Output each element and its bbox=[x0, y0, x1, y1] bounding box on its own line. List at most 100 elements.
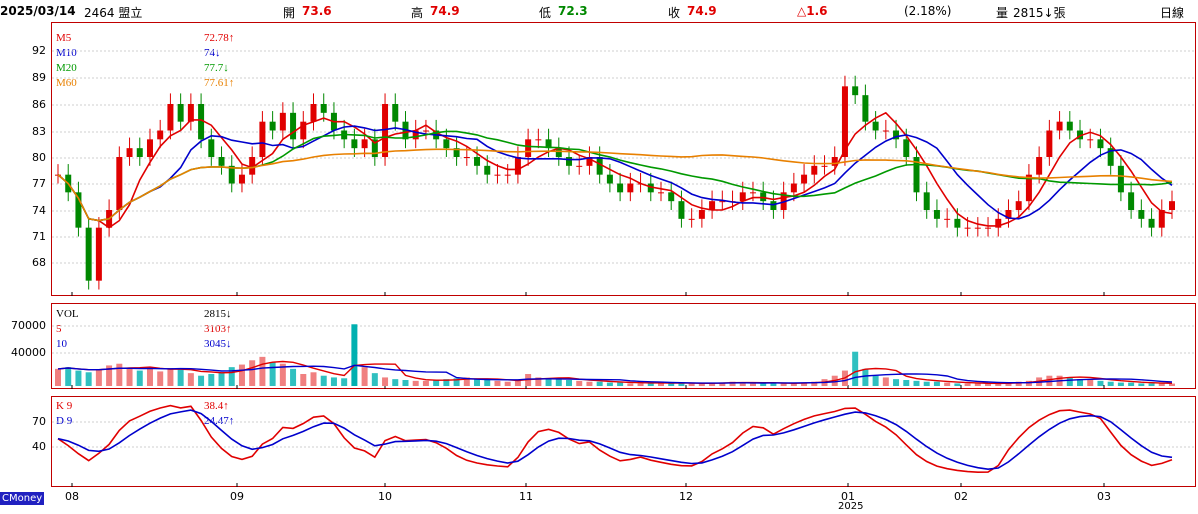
volume-bar bbox=[1066, 377, 1073, 386]
volume-bar bbox=[157, 371, 164, 386]
legend-label: M60 bbox=[56, 77, 77, 89]
volume-bar bbox=[882, 377, 889, 386]
volume-bar bbox=[85, 372, 92, 386]
volume-bar bbox=[1025, 380, 1032, 386]
candle-body bbox=[177, 104, 184, 122]
price-panel[interactable] bbox=[51, 22, 1196, 296]
close-value: 74.9 bbox=[687, 4, 717, 18]
candle-body bbox=[126, 148, 133, 157]
volume-bar bbox=[1087, 379, 1094, 386]
candle-body bbox=[964, 227, 971, 229]
month-label: 03 bbox=[1097, 490, 1111, 503]
candle-body bbox=[535, 139, 542, 141]
candle-body bbox=[903, 139, 910, 157]
candle-body bbox=[218, 157, 225, 166]
legend-value: 77.7↓ bbox=[204, 62, 229, 74]
volume-bar bbox=[586, 381, 593, 386]
candle-body bbox=[801, 174, 808, 184]
volume-bar bbox=[1169, 383, 1175, 386]
volume-bar bbox=[75, 370, 82, 386]
legend-row: D 9 24.47↑ bbox=[56, 415, 234, 427]
volume-panel[interactable] bbox=[51, 303, 1196, 389]
volume-bar bbox=[126, 368, 133, 386]
candle-body bbox=[494, 174, 501, 176]
candle-body bbox=[1087, 139, 1094, 141]
candle-body bbox=[1128, 192, 1135, 210]
candle-body bbox=[361, 139, 368, 149]
candle-body bbox=[85, 227, 92, 281]
candle-body bbox=[392, 104, 399, 122]
candle-body bbox=[187, 104, 194, 122]
candle-body bbox=[75, 192, 82, 228]
volume-bar bbox=[443, 379, 450, 386]
volume-bar bbox=[269, 362, 276, 386]
volume-bar bbox=[1005, 382, 1012, 386]
volume-bar bbox=[474, 379, 481, 386]
candle-body bbox=[525, 139, 532, 157]
candle-body bbox=[1015, 201, 1022, 210]
volume-bar bbox=[954, 383, 961, 386]
volume-bar bbox=[739, 382, 746, 386]
price-tick-label: 74 bbox=[32, 204, 46, 217]
price-tick-label: 80 bbox=[32, 151, 46, 164]
ma-line-m10 bbox=[57, 125, 1173, 222]
legend-value: 3045↓ bbox=[204, 338, 232, 350]
candle-body bbox=[1005, 210, 1012, 219]
volume-bar bbox=[678, 383, 685, 386]
period-selector[interactable]: 日線 bbox=[1160, 6, 1185, 20]
volume-bar bbox=[412, 380, 419, 386]
volume-bar bbox=[382, 377, 389, 386]
candle-body bbox=[545, 139, 552, 149]
candle-body bbox=[351, 139, 358, 149]
candle-body bbox=[974, 227, 981, 229]
volume-bar bbox=[249, 360, 256, 386]
volume-value: 2815↓張 bbox=[1013, 6, 1066, 20]
candle-body bbox=[841, 86, 848, 157]
legend-row: M5 72.78↑ bbox=[56, 32, 234, 44]
legend-label: VOL bbox=[56, 308, 79, 320]
volume-bar bbox=[351, 324, 358, 386]
candle-body bbox=[514, 157, 521, 175]
kd-tick-label: 70 bbox=[32, 415, 46, 428]
price-tick-label: 83 bbox=[32, 125, 46, 138]
candle-body bbox=[484, 165, 491, 175]
high-label: 高 bbox=[411, 6, 424, 20]
legend-row: K 9 38.4↑ bbox=[56, 400, 229, 412]
month-label: 08 bbox=[65, 490, 79, 503]
volume-tick-label: 40000 bbox=[11, 346, 46, 359]
candle-body bbox=[279, 112, 286, 131]
volume-bar bbox=[208, 374, 215, 386]
ma-line-m5 bbox=[57, 111, 1173, 229]
volume-bar bbox=[606, 382, 613, 386]
candle-body bbox=[238, 174, 245, 184]
volume-bar bbox=[177, 368, 184, 386]
candle-body bbox=[617, 183, 624, 193]
legend-label: 10 bbox=[56, 338, 67, 350]
price-tick-label: 89 bbox=[32, 71, 46, 84]
price-tick-label: 71 bbox=[32, 230, 46, 243]
close-label: 收 bbox=[668, 6, 681, 20]
volume-bar bbox=[657, 382, 664, 386]
volume-bar bbox=[167, 368, 174, 386]
volume-bar bbox=[647, 382, 654, 386]
candle-body bbox=[1077, 130, 1084, 140]
volume-bar bbox=[944, 382, 951, 386]
candle-body bbox=[382, 104, 389, 157]
low-value: 72.3 bbox=[558, 4, 588, 18]
volume-bar bbox=[1015, 381, 1022, 386]
volume-bar bbox=[698, 383, 705, 386]
volume-bar bbox=[65, 367, 72, 386]
volume-bar bbox=[535, 377, 542, 386]
kd-panel[interactable] bbox=[51, 396, 1196, 487]
volume-bar bbox=[300, 374, 307, 386]
candle-body bbox=[1158, 210, 1165, 228]
candle-body bbox=[1025, 174, 1032, 202]
volume-bar bbox=[146, 367, 153, 386]
candle-body bbox=[1107, 148, 1114, 166]
price-tick-label: 92 bbox=[32, 44, 46, 57]
candle-body bbox=[749, 192, 756, 194]
legend-label: M5 bbox=[56, 32, 72, 44]
candle-body bbox=[320, 104, 327, 113]
candle-body bbox=[933, 210, 940, 219]
